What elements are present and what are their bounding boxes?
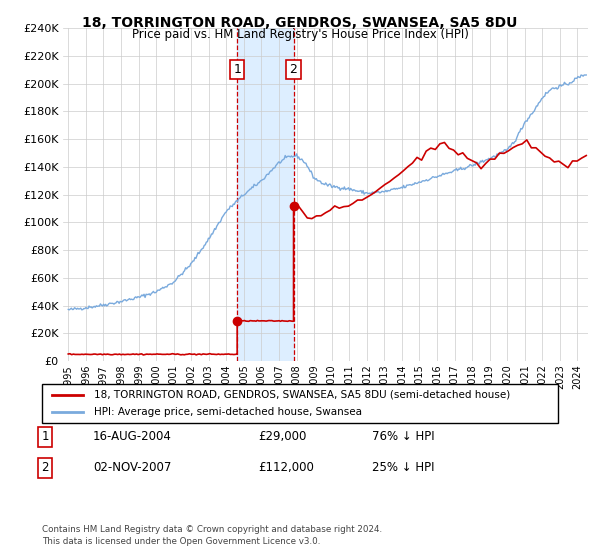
- Text: 1: 1: [233, 63, 241, 76]
- Text: 18, TORRINGTON ROAD, GENDROS, SWANSEA, SA5 8DU (semi-detached house): 18, TORRINGTON ROAD, GENDROS, SWANSEA, S…: [94, 390, 510, 400]
- Text: £29,000: £29,000: [258, 430, 307, 444]
- Text: Price paid vs. HM Land Registry's House Price Index (HPI): Price paid vs. HM Land Registry's House …: [131, 28, 469, 41]
- Text: 2: 2: [290, 63, 298, 76]
- Text: £112,000: £112,000: [258, 461, 314, 474]
- FancyBboxPatch shape: [42, 384, 558, 423]
- Text: 2: 2: [41, 461, 49, 474]
- Text: 02-NOV-2007: 02-NOV-2007: [93, 461, 172, 474]
- Text: 76% ↓ HPI: 76% ↓ HPI: [372, 430, 434, 444]
- Text: HPI: Average price, semi-detached house, Swansea: HPI: Average price, semi-detached house,…: [94, 407, 362, 417]
- Bar: [237, 28, 293, 361]
- Text: 1: 1: [41, 430, 49, 444]
- Text: 25% ↓ HPI: 25% ↓ HPI: [372, 461, 434, 474]
- Text: 16-AUG-2004: 16-AUG-2004: [93, 430, 172, 444]
- Text: Contains HM Land Registry data © Crown copyright and database right 2024.
This d: Contains HM Land Registry data © Crown c…: [42, 525, 382, 546]
- Text: 18, TORRINGTON ROAD, GENDROS, SWANSEA, SA5 8DU: 18, TORRINGTON ROAD, GENDROS, SWANSEA, S…: [82, 16, 518, 30]
